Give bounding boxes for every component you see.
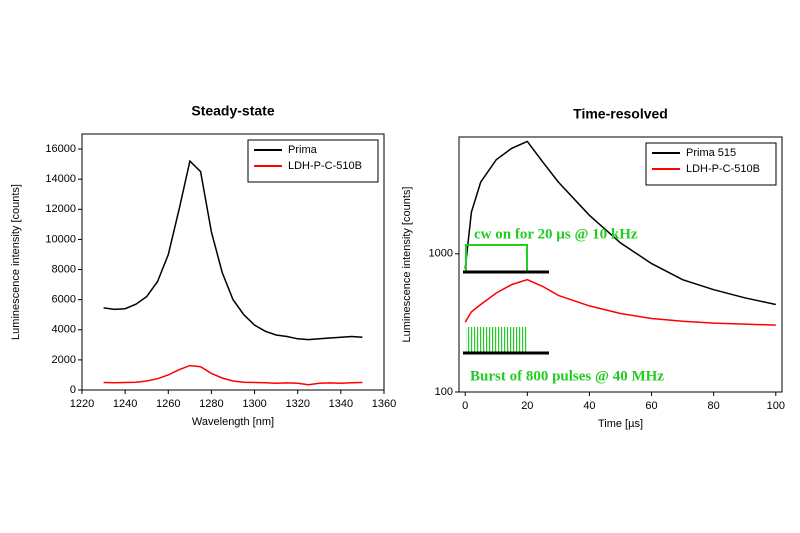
series-line bbox=[103, 364, 363, 386]
legend-box bbox=[247, 139, 379, 183]
x-tick-label: 1260 bbox=[156, 398, 180, 410]
y-tick-label: 16000 bbox=[45, 143, 76, 155]
legend-label: Prima bbox=[288, 144, 318, 156]
y-tick-label: 8000 bbox=[52, 263, 76, 275]
series-line bbox=[464, 278, 776, 326]
cw-pulse-shape bbox=[465, 244, 528, 272]
y-tick-label: 10000 bbox=[45, 233, 76, 245]
x-tick-label: 40 bbox=[583, 400, 595, 412]
x-tick-label: 20 bbox=[521, 400, 533, 412]
y-tick-label: 12000 bbox=[45, 203, 76, 215]
y-axis-label: Luminescence intensity [counts] bbox=[401, 187, 413, 343]
chart-title: Time-resolved bbox=[573, 106, 668, 122]
y-tick-label: 100 bbox=[435, 386, 453, 398]
plot-frame bbox=[81, 133, 385, 391]
x-tick-label: 100 bbox=[767, 400, 785, 412]
y-axis-label: Luminescence intensity [counts] bbox=[10, 184, 22, 340]
y-tick-label: 6000 bbox=[52, 294, 76, 306]
x-tick-label: 1240 bbox=[113, 398, 137, 410]
y-tick-label: 2000 bbox=[52, 354, 76, 366]
legend-label: LDH-P-C-510B bbox=[686, 163, 760, 175]
y-tick-label: 1000 bbox=[429, 248, 453, 260]
x-tick-label: 1280 bbox=[199, 398, 223, 410]
x-tick-label: 1340 bbox=[329, 398, 353, 410]
x-tick-label: 60 bbox=[645, 400, 657, 412]
annotation: Burst of 800 pulses @ 40 MHz bbox=[470, 368, 664, 384]
annotation: cw on for 20 µs @ 10 kHz bbox=[474, 226, 638, 242]
x-tick-label: 0 bbox=[462, 400, 468, 412]
burst-pulses bbox=[466, 327, 528, 352]
x-axis-label: Time [µs] bbox=[598, 418, 643, 430]
series-line bbox=[464, 140, 776, 306]
x-tick-label: 1300 bbox=[242, 398, 266, 410]
x-tick-label: 1360 bbox=[372, 398, 396, 410]
legend-box bbox=[645, 142, 777, 186]
plot-frame bbox=[458, 136, 783, 393]
y-tick-label: 4000 bbox=[52, 324, 76, 336]
x-tick-label: 1220 bbox=[70, 398, 94, 410]
y-tick-label: 0 bbox=[70, 384, 76, 396]
y-tick-label: 14000 bbox=[45, 173, 76, 185]
x-axis-label: Wavelength [nm] bbox=[192, 416, 274, 428]
chart-title: Steady-state bbox=[191, 103, 274, 119]
pulse-diagram bbox=[463, 244, 549, 355]
legend-label: LDH-P-C-510B bbox=[288, 160, 362, 172]
series-line bbox=[103, 159, 363, 341]
x-tick-label: 80 bbox=[708, 400, 720, 412]
x-tick-label: 1320 bbox=[285, 398, 309, 410]
legend-label: Prima 515 bbox=[686, 147, 736, 159]
